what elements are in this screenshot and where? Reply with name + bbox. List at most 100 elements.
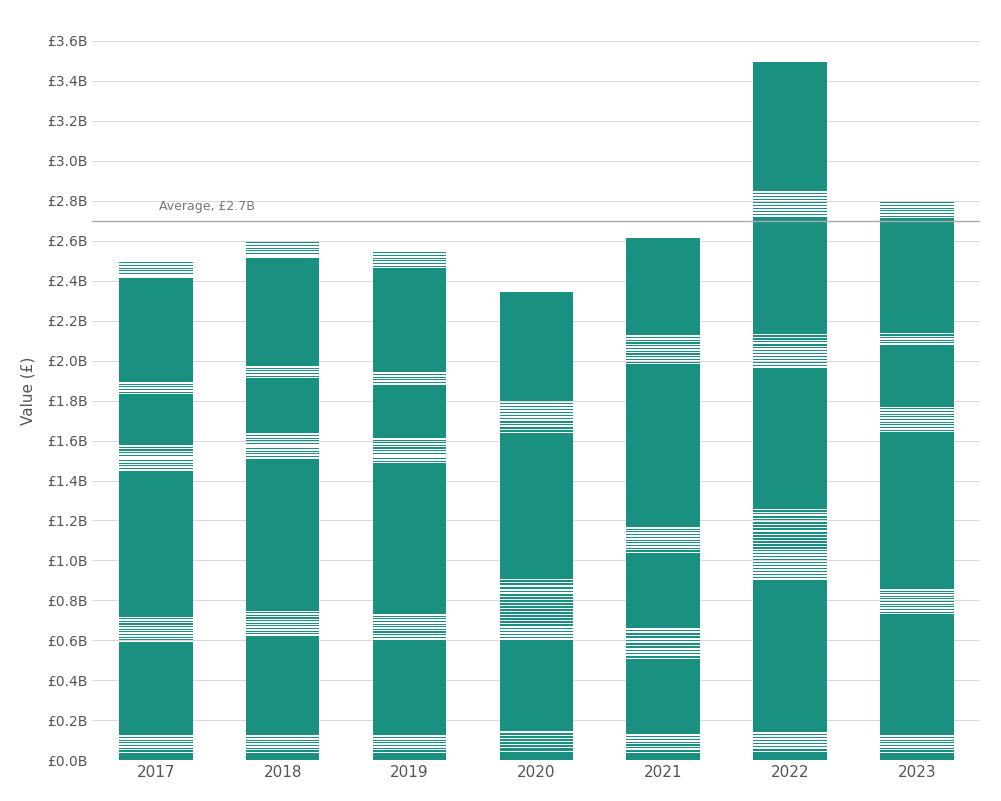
Bar xyxy=(119,754,192,760)
Bar xyxy=(372,382,446,383)
Bar xyxy=(753,207,827,209)
Bar xyxy=(499,433,574,578)
Bar xyxy=(119,463,192,464)
Bar xyxy=(753,559,827,560)
Bar xyxy=(372,376,446,378)
Bar xyxy=(499,403,574,405)
Bar xyxy=(753,359,827,360)
Bar xyxy=(627,540,700,541)
Bar xyxy=(753,338,827,340)
Bar xyxy=(753,344,827,345)
Bar xyxy=(627,659,700,735)
Bar xyxy=(880,598,954,599)
Bar xyxy=(753,510,827,512)
Bar xyxy=(753,743,827,744)
Bar xyxy=(627,348,700,349)
Bar xyxy=(627,342,700,344)
Bar xyxy=(753,556,827,557)
Bar xyxy=(372,440,446,441)
Bar xyxy=(119,639,192,641)
Bar xyxy=(246,615,319,616)
Bar xyxy=(753,535,827,537)
Bar xyxy=(753,356,827,357)
Bar xyxy=(499,418,574,420)
Bar xyxy=(372,754,446,760)
Bar xyxy=(880,601,954,602)
Bar xyxy=(753,368,827,509)
Bar xyxy=(880,213,954,214)
Bar xyxy=(627,633,700,634)
Bar xyxy=(627,630,700,631)
Bar xyxy=(499,748,574,751)
Bar xyxy=(246,740,319,741)
Bar xyxy=(372,629,446,630)
Bar xyxy=(246,748,319,749)
Bar xyxy=(753,350,827,352)
Bar xyxy=(627,744,700,746)
Bar xyxy=(119,748,192,749)
Bar xyxy=(372,634,446,635)
Bar xyxy=(880,429,954,430)
Bar xyxy=(119,623,192,625)
Bar xyxy=(880,614,954,735)
Bar xyxy=(499,412,574,413)
Bar xyxy=(499,739,574,741)
Bar xyxy=(753,550,827,552)
Bar xyxy=(119,460,192,461)
Bar xyxy=(246,435,319,436)
Bar xyxy=(753,525,827,527)
Bar xyxy=(246,459,319,610)
Bar xyxy=(246,445,319,446)
Bar xyxy=(880,337,954,338)
Bar xyxy=(372,458,446,459)
Bar xyxy=(372,448,446,449)
Bar xyxy=(372,260,446,261)
Bar xyxy=(499,622,574,623)
Bar xyxy=(372,263,446,264)
Bar xyxy=(627,537,700,538)
Bar xyxy=(753,193,827,195)
Bar xyxy=(880,596,954,597)
Bar xyxy=(119,626,192,627)
Bar xyxy=(372,737,446,738)
Bar xyxy=(372,268,446,372)
Bar xyxy=(753,341,827,343)
Bar xyxy=(880,218,954,333)
Bar xyxy=(627,653,700,654)
Bar xyxy=(627,646,700,648)
Bar xyxy=(499,630,574,632)
Bar xyxy=(880,612,954,613)
Bar xyxy=(627,545,700,546)
Bar xyxy=(627,650,700,651)
Bar xyxy=(119,751,192,752)
Bar xyxy=(753,547,827,549)
Bar xyxy=(119,621,192,622)
Bar xyxy=(119,262,192,264)
Bar xyxy=(753,202,827,203)
Bar xyxy=(880,606,954,607)
Bar xyxy=(499,415,574,417)
Bar xyxy=(753,216,827,334)
Bar xyxy=(499,594,574,596)
Bar xyxy=(880,215,954,216)
Bar xyxy=(753,553,827,554)
Bar xyxy=(246,628,319,629)
Bar xyxy=(880,604,954,605)
Bar xyxy=(372,624,446,625)
Bar xyxy=(880,737,954,738)
Text: Average, £2.7B: Average, £2.7B xyxy=(159,199,255,213)
Bar xyxy=(499,625,574,626)
Bar xyxy=(627,534,700,535)
Bar xyxy=(627,750,700,751)
Bar xyxy=(753,746,827,747)
Bar xyxy=(880,609,954,610)
Bar xyxy=(753,529,827,530)
Bar xyxy=(372,445,446,446)
Bar xyxy=(880,413,954,415)
Bar xyxy=(627,550,700,552)
Bar xyxy=(880,335,954,336)
Bar xyxy=(372,252,446,253)
Bar xyxy=(627,553,700,628)
Bar xyxy=(880,590,954,592)
Bar xyxy=(499,424,574,425)
